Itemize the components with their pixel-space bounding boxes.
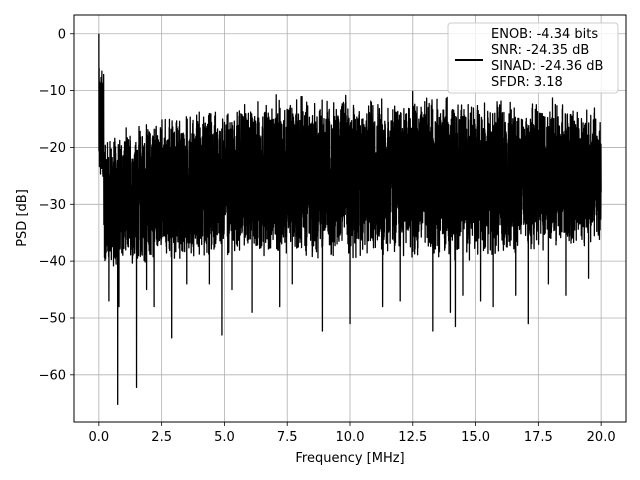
y-axis-ticks: 0 −10 −20 −30 −40 −50 −60 — [39, 27, 74, 383]
legend-entry-sinad: SINAD: -24.36 dB — [491, 59, 603, 74]
y-tick-label: −30 — [39, 198, 66, 213]
y-tick-label: 0 — [58, 27, 66, 42]
x-axis-label: Frequency [MHz] — [295, 451, 404, 466]
legend-entry-sfdr: SFDR: 3.18 — [491, 75, 563, 90]
y-tick-label: −60 — [39, 368, 66, 383]
x-tick-label: 0.0 — [89, 430, 110, 445]
y-tick-label: −10 — [39, 84, 66, 99]
x-tick-label: 12.5 — [398, 430, 427, 445]
legend-entry-enob: ENOB: -4.34 bits — [491, 27, 598, 42]
legend-entry-snr: SNR: -24.35 dB — [491, 43, 589, 58]
legend: ENOB: -4.34 bits SNR: -24.35 dB SINAD: -… — [447, 22, 619, 94]
plot-area — [98, 33, 602, 406]
psd-series-line — [98, 33, 602, 406]
x-tick-label: 17.5 — [524, 430, 553, 445]
x-tick-label: 10.0 — [336, 430, 365, 445]
x-tick-label: 20.0 — [587, 430, 616, 445]
y-tick-label: −20 — [39, 141, 66, 156]
y-tick-label: −40 — [39, 255, 66, 270]
x-tick-label: 15.0 — [461, 430, 490, 445]
y-tick-label: −50 — [39, 311, 66, 326]
x-tick-label: 5.0 — [214, 430, 235, 445]
y-axis-label: PSD [dB] — [15, 189, 30, 247]
legend-box — [447, 22, 619, 94]
x-tick-label: 2.5 — [151, 430, 172, 445]
x-axis-ticks: 0.0 2.5 5.0 7.5 10.0 12.5 15.0 17.5 20.0 — [89, 422, 616, 445]
x-tick-label: 7.5 — [277, 430, 298, 445]
